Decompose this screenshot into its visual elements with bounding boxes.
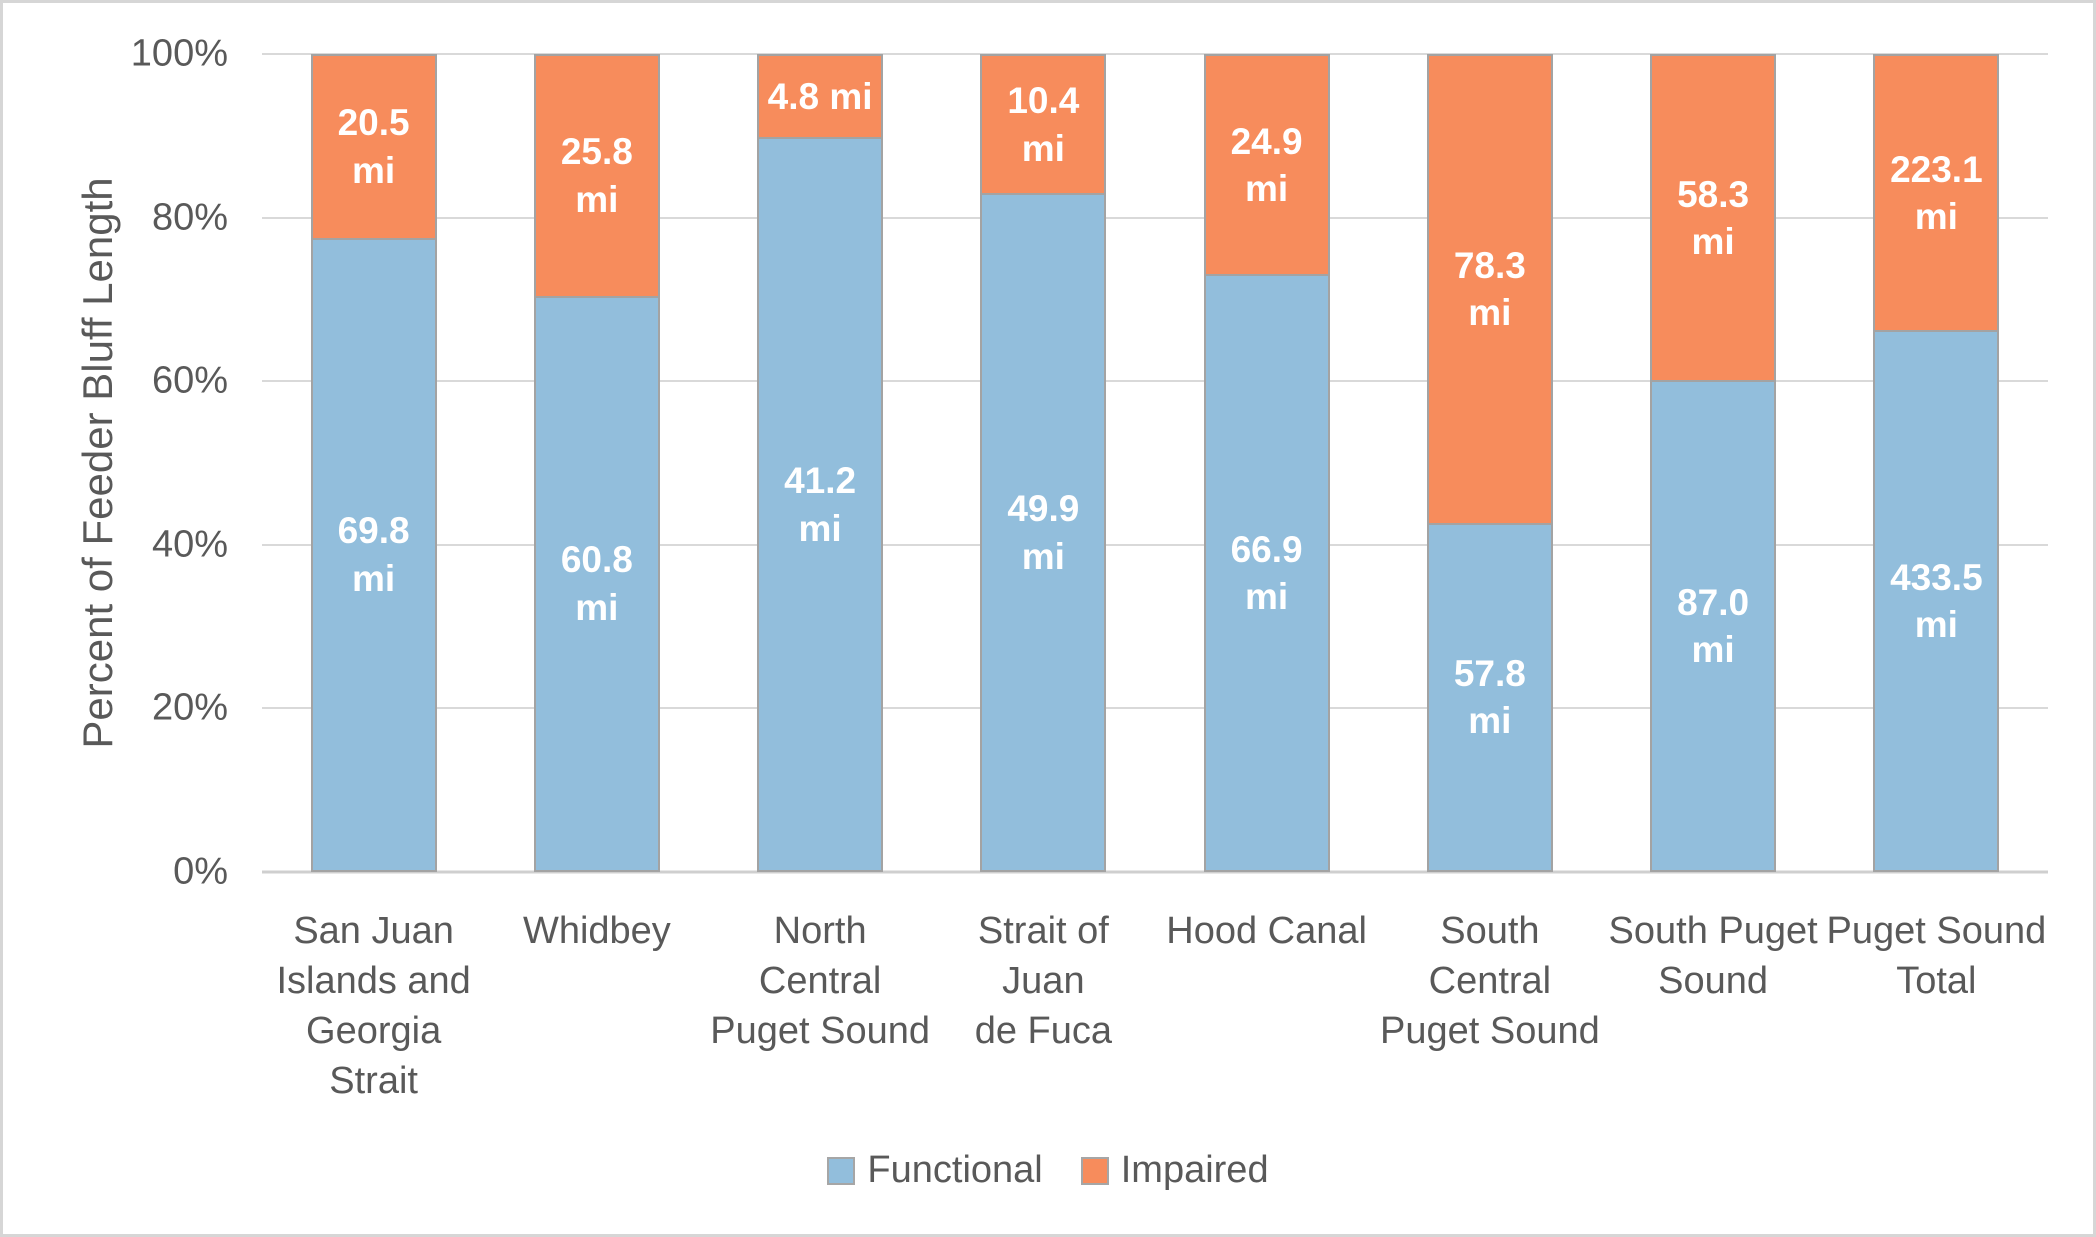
functional-data-label: 69.8 mi — [337, 510, 410, 599]
legend-label-impaired: Impaired — [1120, 1149, 1269, 1191]
x-category-label: San Juan Islands and Georgia Strait — [276, 910, 471, 1103]
x-axis-category-labels: San Juan Islands and Georgia Strait Whidb… — [262, 906, 2048, 1107]
impaired-segment: 78.3 mi — [1426, 54, 1553, 525]
y-tick-label: 100% — [130, 32, 228, 75]
category-slot: 24.9 mi 66.9 mi — [1155, 54, 1378, 872]
impaired-segment: 58.3 mi — [1650, 54, 1777, 383]
gridline — [262, 707, 2048, 710]
category-slot: 223.1 mi 433.5 mi — [1825, 54, 2048, 872]
stacked-bar: 78.3 mi 57.8 mi — [1426, 54, 1553, 872]
impaired-data-label: 20.5 mi — [337, 102, 410, 191]
stacked-bar: 24.9 mi 66.9 mi — [1203, 54, 1330, 872]
stacked-bar: 25.8 mi 60.8 mi — [533, 54, 660, 872]
gridline — [262, 380, 2048, 383]
impaired-data-label: 10.4 mi — [1007, 80, 1080, 169]
functional-data-label: 66.9 mi — [1230, 528, 1303, 617]
x-category-label: South Central Puget Sound — [1380, 910, 1600, 1053]
gridline — [262, 543, 2048, 546]
impaired-data-label: 25.8 mi — [560, 131, 633, 220]
stacked-bar: 4.8 mi 41.2 mi — [757, 54, 884, 872]
impaired-data-label: 58.3 mi — [1677, 173, 1750, 263]
plot-area: 20.5 mi 69.8 mi 25.8 mi 60.8 mi 4.8 mi 41.2 m… — [262, 53, 2048, 874]
impaired-data-label: 78.3 mi — [1453, 244, 1526, 334]
impaired-segment: 25.8 mi — [533, 54, 660, 298]
functional-data-label: 60.8 mi — [560, 539, 633, 628]
y-tick-label: 20% — [151, 686, 228, 729]
functional-data-label: 49.9 mi — [1007, 488, 1080, 577]
x-axis-line — [262, 870, 2048, 874]
functional-data-label: 433.5 mi — [1890, 556, 1983, 645]
x-category-label: South Puget Sound — [1608, 910, 1818, 1003]
x-category-label: Strait of Juan de Fuca — [974, 910, 1113, 1053]
functional-segment: 69.8 mi — [310, 239, 437, 872]
gridline — [262, 216, 2048, 219]
category-slot: 78.3 mi 57.8 mi — [1378, 54, 1601, 872]
impaired-swatch-icon — [1080, 1156, 1109, 1185]
y-tick-label: 40% — [151, 523, 228, 566]
y-tick-label: 60% — [151, 359, 228, 402]
stacked-bar: 10.4 mi 49.9 mi — [980, 54, 1107, 872]
category-slot: 4.8 mi 41.2 mi — [709, 54, 932, 872]
functional-segment: 41.2 mi — [757, 139, 884, 872]
legend-label-functional: Functional — [867, 1149, 1043, 1191]
x-category-label: Puget Sound Total — [1826, 910, 2047, 1003]
category-slot: 20.5 mi 69.8 mi — [262, 54, 485, 872]
functional-data-label: 87.0 mi — [1677, 581, 1750, 671]
x-category-label: North Central Puget Sound — [710, 910, 930, 1053]
functional-segment: 66.9 mi — [1203, 275, 1330, 872]
y-tick-label: 80% — [151, 196, 228, 239]
functional-segment: 433.5 mi — [1873, 331, 2000, 872]
gridline — [262, 53, 2048, 55]
impaired-segment: 4.8 mi — [757, 54, 884, 140]
functional-swatch-icon — [827, 1156, 856, 1185]
stacked-bar: 20.5 mi 69.8 mi — [310, 54, 437, 872]
stacked-bar: 223.1 mi 433.5 mi — [1873, 54, 2000, 872]
functional-data-label: 41.2 mi — [784, 460, 857, 549]
impaired-data-label: 24.9 mi — [1230, 120, 1303, 209]
impaired-segment: 223.1 mi — [1873, 54, 2000, 332]
y-axis-tick-labels: 0% 20% 40% 60% 80% 100% — [3, 33, 228, 893]
impaired-segment: 20.5 mi — [310, 54, 437, 240]
legend-item-impaired: Impaired — [1080, 1149, 1269, 1192]
impaired-segment: 10.4 mi — [980, 54, 1107, 196]
functional-segment: 60.8 mi — [533, 297, 660, 872]
x-category-label: Whidbey — [522, 910, 671, 952]
category-slot: 10.4 mi 49.9 mi — [932, 54, 1155, 872]
category-slot: 58.3 mi 87.0 mi — [1602, 54, 1825, 872]
functional-segment: 87.0 mi — [1650, 382, 1777, 872]
x-category-label: Hood Canal — [1166, 910, 1367, 952]
impaired-data-label: 223.1 mi — [1890, 148, 1983, 237]
impaired-segment: 24.9 mi — [1203, 54, 1330, 276]
legend: Functional Impaired — [3, 1149, 2093, 1192]
functional-segment: 49.9 mi — [980, 195, 1107, 872]
bars-container: 20.5 mi 69.8 mi 25.8 mi 60.8 mi 4.8 mi 41.2 m… — [262, 54, 2048, 872]
y-tick-label: 0% — [173, 850, 228, 893]
legend-item-functional: Functional — [827, 1149, 1043, 1192]
impaired-data-label: 4.8 mi — [767, 75, 873, 117]
functional-data-label: 57.8 mi — [1453, 652, 1526, 742]
stacked-bar: 58.3 mi 87.0 mi — [1650, 54, 1777, 872]
functional-segment: 57.8 mi — [1426, 524, 1553, 872]
category-slot: 25.8 mi 60.8 mi — [485, 54, 708, 872]
